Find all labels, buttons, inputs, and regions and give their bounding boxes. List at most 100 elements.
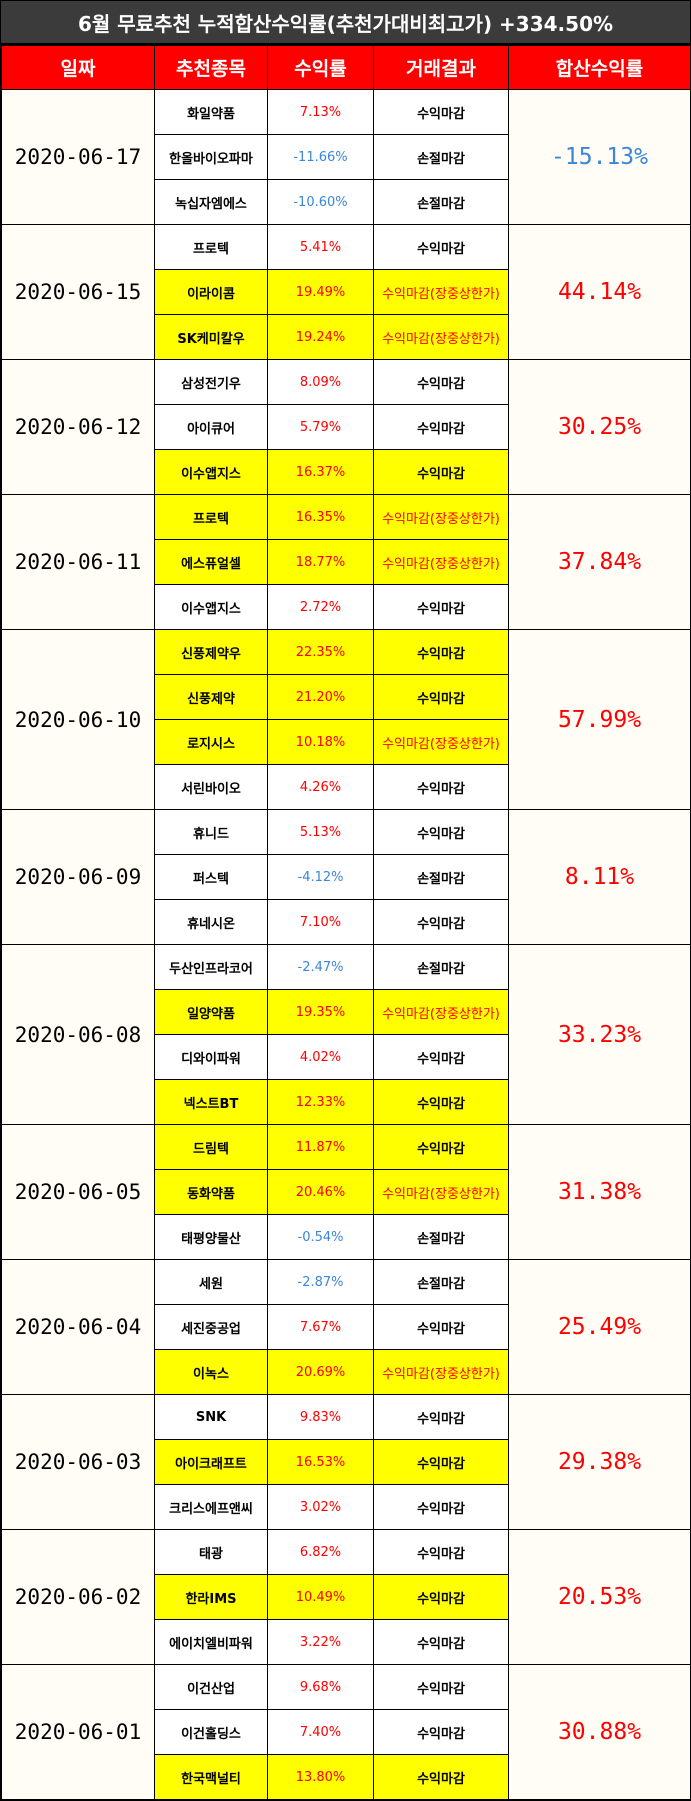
recommend-date: 2020-06-09 bbox=[1, 809, 155, 945]
table-row: 2020-06-12 삼성전기우 8.09% 수익마감 30.25% bbox=[1, 359, 691, 495]
stock-return: 5.79% bbox=[267, 404, 374, 450]
trade-result: 수익마감 bbox=[373, 224, 509, 270]
recommend-date: 2020-06-10 bbox=[1, 629, 155, 810]
stock-name: 휴네시온 bbox=[154, 899, 268, 945]
stock-name: 한라IMS bbox=[154, 1574, 268, 1620]
stock-return: 12.33% bbox=[267, 1079, 374, 1125]
recommend-date: 2020-06-05 bbox=[1, 1124, 155, 1260]
stock-return: 11.87% bbox=[267, 1124, 374, 1170]
stock-return: 3.02% bbox=[267, 1484, 374, 1530]
stock-return: 2.72% bbox=[267, 584, 374, 630]
table-row: 이라이콤 19.49% 수익마감(장중상한가) bbox=[2, 269, 691, 315]
trade-result: 수익마감 bbox=[373, 1529, 509, 1575]
trade-result: 수익마감(장중상한가) bbox=[373, 1349, 509, 1395]
stock-name: 디와이파워 bbox=[154, 1034, 268, 1080]
recommend-date: 2020-06-01 bbox=[1, 1664, 155, 1800]
trade-result: 수익마감 bbox=[373, 1619, 509, 1665]
stock-name: SNK bbox=[154, 1394, 268, 1440]
stock-return: 5.13% bbox=[267, 809, 374, 855]
stock-name: 녹십자엠에스 bbox=[154, 179, 268, 225]
stock-return: 21.20% bbox=[267, 674, 374, 720]
trade-result: 수익마감(장중상한가) bbox=[373, 269, 509, 315]
total-return: 44.14% bbox=[508, 224, 691, 360]
table-row: 아이큐어 5.79% 수익마감 bbox=[2, 404, 691, 450]
stock-name: 삼성전기우 bbox=[154, 359, 268, 405]
total-return: 33.23% bbox=[508, 944, 691, 1125]
stock-name: 이건산업 bbox=[154, 1664, 268, 1710]
stock-name: 세진중공업 bbox=[154, 1304, 268, 1350]
stock-return: 9.68% bbox=[267, 1664, 374, 1710]
stock-return: -2.87% bbox=[267, 1259, 374, 1305]
trade-result: 수익마감(장중상한가) bbox=[373, 1169, 509, 1215]
stock-name: 이수앱지스 bbox=[154, 449, 268, 495]
trade-result: 수익마감 bbox=[373, 809, 509, 855]
table-body: 2020-06-17 화일약품 7.13% 수익마감 -15.13% 한올바이오파마 -11… bbox=[1, 89, 691, 1800]
trade-result: 수익마감 bbox=[373, 1304, 509, 1350]
header-stock: 추천종목 bbox=[154, 45, 268, 90]
table-row: 태평양물산 -0.54% 손절마감 bbox=[2, 1214, 691, 1260]
total-return: 57.99% bbox=[508, 629, 691, 810]
trade-result: 손절마감 bbox=[373, 1214, 509, 1260]
trade-result: 수익마감 bbox=[373, 584, 509, 630]
trade-result: 수익마감(장중상한가) bbox=[373, 539, 509, 585]
table-row: 2020-06-11 프로텍 16.35% 수익마감(장중상한가) 37.84% bbox=[1, 494, 691, 630]
stock-return: 9.83% bbox=[267, 1394, 374, 1440]
table-row: 이녹스 20.69% 수익마감(장중상한가) bbox=[2, 1349, 691, 1395]
header-row: 일짜 추천종목 수익률 거래결과 합산수익률 bbox=[1, 45, 691, 90]
stock-name: 두산인프라코어 bbox=[154, 944, 268, 990]
trade-result: 수익마감 bbox=[373, 1034, 509, 1080]
stock-name: 프로텍 bbox=[154, 224, 268, 270]
stock-return: -4.12% bbox=[267, 854, 374, 900]
table-row: 이건홀딩스 7.40% 수익마감 bbox=[2, 1709, 691, 1755]
stock-return: 6.82% bbox=[267, 1529, 374, 1575]
recommend-date: 2020-06-15 bbox=[1, 224, 155, 360]
stock-return: 4.02% bbox=[267, 1034, 374, 1080]
recommend-date: 2020-06-17 bbox=[1, 89, 155, 225]
header-total-return: 합산수익률 bbox=[508, 45, 691, 90]
stock-return: 16.35% bbox=[267, 494, 374, 540]
trade-result: 수익마감 bbox=[373, 1484, 509, 1530]
stock-return: 4.26% bbox=[267, 764, 374, 810]
total-return: 30.25% bbox=[508, 359, 691, 495]
stock-name: 태평양물산 bbox=[154, 1214, 268, 1260]
stock-return: 7.67% bbox=[267, 1304, 374, 1350]
stock-name: 휴니드 bbox=[154, 809, 268, 855]
stock-name: 이녹스 bbox=[154, 1349, 268, 1395]
stock-name: 서린바이오 bbox=[154, 764, 268, 810]
trade-result: 수익마감 bbox=[373, 674, 509, 720]
table-row: 2020-06-08 두산인프라코어 -2.47% 손절마감 33.23% bbox=[1, 944, 691, 1125]
trade-result: 수익마감 bbox=[373, 1709, 509, 1755]
table-row: 아이크래프트 16.53% 수익마감 bbox=[2, 1439, 691, 1485]
stock-return: 5.41% bbox=[267, 224, 374, 270]
stock-return: 19.24% bbox=[267, 314, 374, 360]
stock-return: 20.69% bbox=[267, 1349, 374, 1395]
stock-name: 에스퓨얼셀 bbox=[154, 539, 268, 585]
trade-result: 수익마감 bbox=[373, 1394, 509, 1440]
table-row: 퍼스텍 -4.12% 손절마감 bbox=[2, 854, 691, 900]
table-row: 2020-06-09 휴니드 5.13% 수익마감 8.11% bbox=[1, 809, 691, 945]
header-date: 일짜 bbox=[1, 45, 155, 90]
stock-return: 7.40% bbox=[267, 1709, 374, 1755]
table-row: 한라IMS 10.49% 수익마감 bbox=[2, 1574, 691, 1620]
stock-name: 세원 bbox=[154, 1259, 268, 1305]
stock-name: 프로텍 bbox=[154, 494, 268, 540]
table-row: 디와이파워 4.02% 수익마감 bbox=[2, 1034, 691, 1080]
table-row: 2020-06-15 프로텍 5.41% 수익마감 44.14% bbox=[1, 224, 691, 360]
table-row: 2020-06-04 세원 -2.87% 손절마감 25.49% bbox=[1, 1259, 691, 1395]
stock-return: 20.46% bbox=[267, 1169, 374, 1215]
trade-result: 수익마감(장중상한가) bbox=[373, 314, 509, 360]
trade-result: 수익마감(장중상한가) bbox=[373, 989, 509, 1035]
trade-result: 수익마감 bbox=[373, 449, 509, 495]
stock-return: -0.54% bbox=[267, 1214, 374, 1260]
stock-name: 에이치엘비파워 bbox=[154, 1619, 268, 1665]
trade-result: 손절마감 bbox=[373, 1259, 509, 1305]
trade-result: 손절마감 bbox=[373, 944, 509, 990]
stock-name: 일양약품 bbox=[154, 989, 268, 1035]
total-return: 30.88% bbox=[508, 1664, 691, 1800]
page-title: 6월 무료추천 누적합산수익률(추천가대비최고가) +334.50% bbox=[1, 1, 690, 45]
trade-result: 수익마감 bbox=[373, 404, 509, 450]
stock-return: 7.10% bbox=[267, 899, 374, 945]
stock-return: -2.47% bbox=[267, 944, 374, 990]
stock-name: 아이큐어 bbox=[154, 404, 268, 450]
